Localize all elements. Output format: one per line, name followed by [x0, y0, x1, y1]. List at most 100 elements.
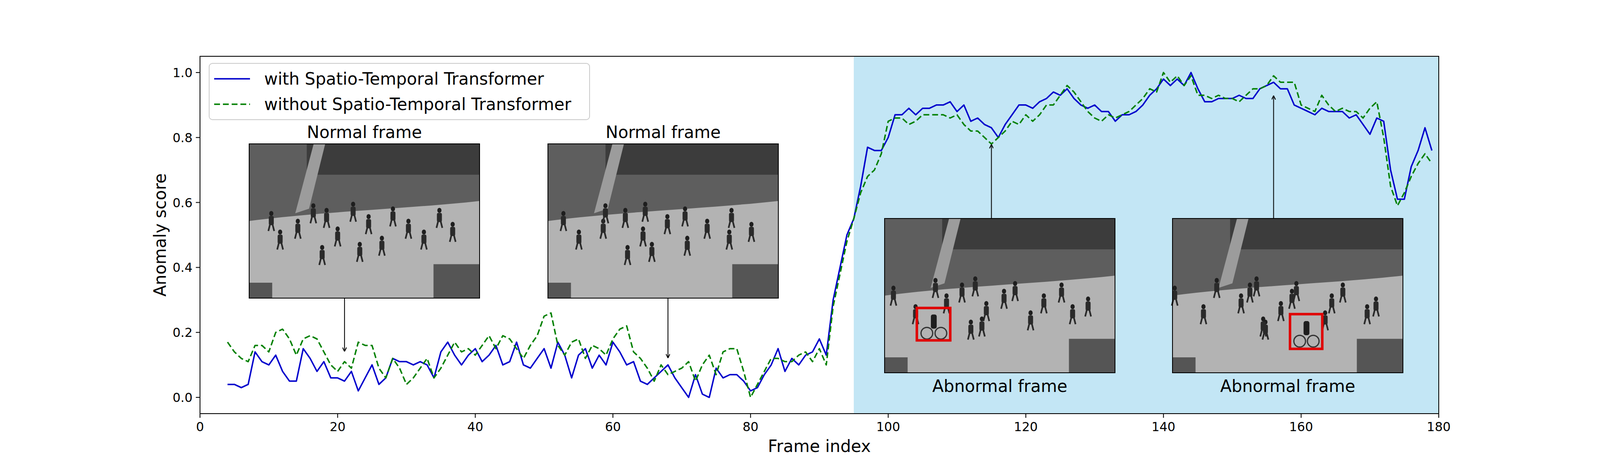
- inset-border: [547, 143, 779, 298]
- scene-person: [1001, 301, 1003, 309]
- x-tick: [1300, 413, 1302, 418]
- scene-person: [269, 210, 274, 216]
- scene-person: [1372, 309, 1375, 317]
- scene-person: [643, 201, 648, 207]
- y-tick: [195, 396, 200, 398]
- scene-person: [749, 221, 754, 227]
- scene-person: [1213, 291, 1216, 298]
- scene-person: [1214, 282, 1220, 293]
- scene-person: [1002, 288, 1007, 294]
- scene-person: [944, 298, 950, 308]
- scene-person: [1073, 317, 1076, 324]
- scene-person: [1238, 306, 1240, 314]
- scene-person: [1214, 277, 1219, 283]
- scene-person: [324, 212, 330, 223]
- scene-person: [944, 293, 949, 299]
- annotation-arrow: [344, 297, 345, 351]
- series-line: [227, 72, 1432, 398]
- scene-person: [1085, 301, 1091, 311]
- scene-person: [1364, 317, 1366, 324]
- scene-person: [891, 285, 896, 291]
- scene-person: [560, 224, 563, 231]
- x-tick-label: 60: [605, 419, 621, 434]
- scene-person: [1254, 281, 1260, 291]
- scene-person: [350, 215, 353, 222]
- scene-person: [603, 203, 608, 209]
- scene-person: [976, 289, 979, 297]
- scene-person: [370, 227, 372, 234]
- scene-person: [319, 257, 321, 265]
- scene-lawn: [1172, 218, 1403, 296]
- scene-person: [968, 319, 973, 325]
- scene-person: [394, 219, 396, 227]
- scene-person: [930, 314, 937, 329]
- scene-person: [727, 229, 732, 235]
- scene-person: [1329, 298, 1335, 308]
- scene-person: [604, 232, 607, 239]
- scene-person: [281, 242, 283, 250]
- scene-person: [708, 232, 710, 239]
- scene-person: [625, 244, 630, 250]
- scene-person: [972, 289, 975, 297]
- scene-person: [729, 207, 734, 213]
- scene-person: [1089, 309, 1091, 317]
- scene-person: [425, 242, 427, 250]
- scene-corner: [1356, 338, 1403, 373]
- scene-person: [311, 203, 316, 209]
- x-tick: [887, 413, 889, 418]
- shaded-region: [853, 56, 1439, 414]
- y-tick-label: 0.6: [172, 195, 193, 210]
- annotation: Abnormal frame: [884, 144, 1115, 396]
- scene-person: [1012, 285, 1018, 295]
- scene-person: [380, 235, 385, 241]
- scene-path: [1218, 218, 1249, 288]
- scene-person: [334, 239, 337, 247]
- x-tick-label: 40: [467, 419, 484, 434]
- scene-person: [640, 231, 646, 241]
- scene-person: [640, 239, 642, 247]
- scene-trees: [306, 143, 480, 175]
- scene-person: [624, 257, 627, 265]
- x-tick: [199, 413, 201, 418]
- scene-person: [1293, 285, 1299, 295]
- scene-person: [365, 227, 368, 234]
- scene-person: [628, 257, 631, 265]
- x-tick-label: 140: [1151, 419, 1176, 434]
- legend-label: without Spatio-Temporal Transformer: [264, 94, 572, 114]
- scene-person: [987, 314, 990, 321]
- y-tick: [195, 331, 200, 333]
- scene-person: [890, 298, 893, 306]
- scene-person: [351, 201, 356, 207]
- scene-person: [600, 223, 606, 233]
- scene-bicycle: [1307, 335, 1320, 347]
- scene-path: [295, 143, 326, 214]
- x-tick: [337, 413, 338, 418]
- scene-person: [1217, 291, 1220, 298]
- chart: 0204060801001201401601800.00.20.40.60.81…: [0, 0, 1600, 467]
- y-tick: [195, 266, 200, 268]
- scene-person: [366, 213, 371, 219]
- scene-person: [295, 218, 300, 224]
- scene-person: [726, 234, 732, 244]
- scene-person: [1262, 332, 1265, 340]
- scene-person: [421, 234, 427, 244]
- scene-person: [383, 248, 385, 256]
- annotation-label: Normal frame: [605, 122, 721, 142]
- scene-person: [972, 332, 974, 340]
- scene-person: [682, 219, 684, 227]
- highlight-box: [1290, 313, 1323, 349]
- scene-person: [963, 295, 965, 303]
- scene-person: [653, 255, 655, 262]
- scene-person: [268, 224, 270, 231]
- scene-path: [930, 218, 961, 288]
- scene-person: [1260, 321, 1266, 331]
- scene-person: [1278, 300, 1283, 306]
- scene-person: [576, 229, 581, 235]
- x-tick: [750, 413, 751, 418]
- scene-person: [437, 207, 442, 213]
- scene-person: [682, 211, 688, 221]
- scene-person: [1005, 301, 1008, 309]
- annotation: Abnormal frame: [1171, 95, 1403, 396]
- scene-person: [1028, 310, 1033, 315]
- scene-person: [704, 232, 706, 239]
